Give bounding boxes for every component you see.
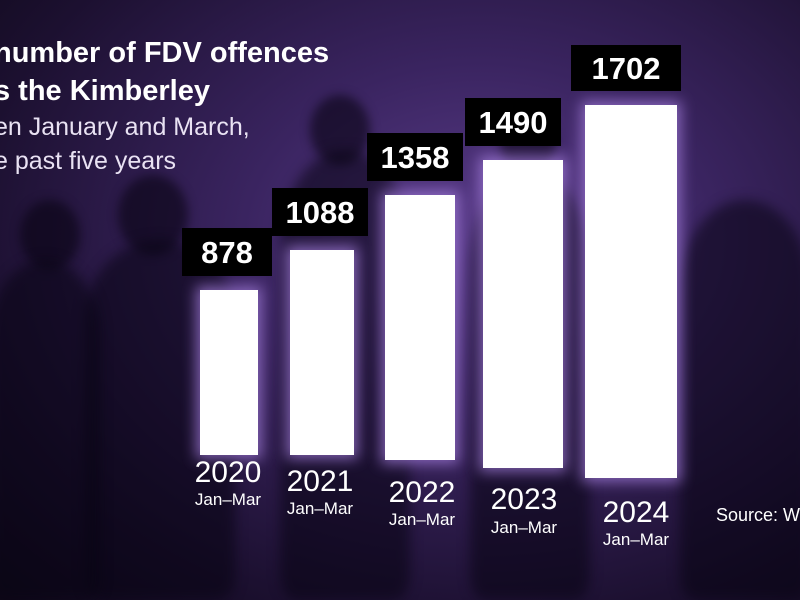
value-label-2022: 1358 <box>381 140 450 175</box>
bar-2021 <box>290 250 354 455</box>
tick-label-period: Jan–Mar <box>389 510 455 529</box>
value-label-2023: 1490 <box>479 105 548 140</box>
chart-title-block: number of FDV offences s the Kimberley e… <box>0 34 329 178</box>
value-label-2020: 878 <box>201 235 253 270</box>
value-label-box <box>465 98 561 146</box>
chart-title: number of FDV offences <box>0 37 330 69</box>
bar-2023 <box>483 160 563 468</box>
bar-2020 <box>200 290 258 455</box>
value-label-box <box>367 133 463 181</box>
tick-label-year: 2020 <box>195 456 262 489</box>
silhouette-figure <box>680 200 800 600</box>
value-label-box <box>272 188 368 236</box>
source-note: Source: W <box>716 505 800 525</box>
tick-label-year: 2024 <box>603 496 670 529</box>
tick-label-year: 2022 <box>389 476 456 509</box>
tick-label-year: 2021 <box>287 465 354 498</box>
chart-subtitle: en January and March, <box>0 113 250 141</box>
chart-subtitle-line-2: e past five years <box>0 147 177 175</box>
tick-label-period: Jan–Mar <box>287 499 353 518</box>
bar-2024 <box>585 105 677 478</box>
chart-title-line-2: s the Kimberley <box>0 75 210 107</box>
tick-label-period: Jan–Mar <box>491 518 557 537</box>
tick-label-period: Jan–Mar <box>603 530 669 549</box>
value-label-2024: 1702 <box>592 51 661 86</box>
tick-label-year: 2023 <box>491 483 558 516</box>
bar-2022 <box>385 195 455 460</box>
value-label-2021: 1088 <box>286 195 355 230</box>
value-label-box <box>182 228 272 276</box>
silhouette-figure <box>0 260 100 600</box>
value-label-box <box>571 45 681 91</box>
silhouette-head <box>20 200 80 270</box>
tick-label-period: Jan–Mar <box>195 490 261 509</box>
